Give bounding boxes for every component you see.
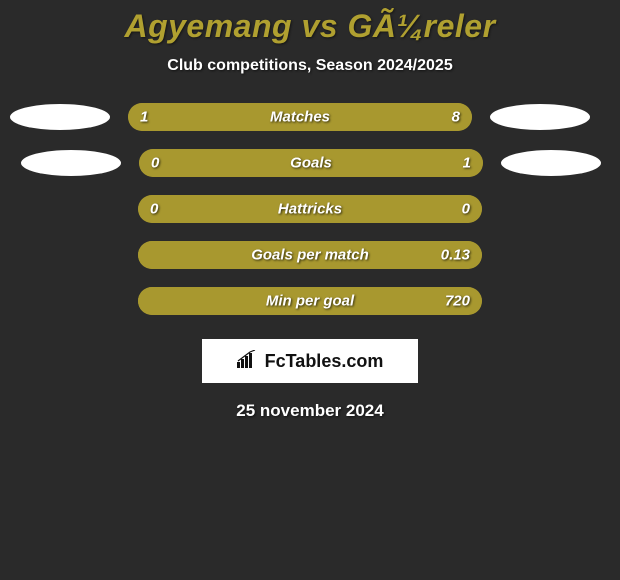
stat-value-right: 0.13: [441, 247, 470, 264]
stat-bar: 0 Goals 1: [139, 149, 483, 177]
player-badge-left: [21, 150, 121, 176]
stat-row: Min per goal 720: [0, 287, 620, 315]
spacer: [20, 196, 120, 222]
stat-value-right: 1: [463, 155, 471, 172]
stat-value-left: 0: [150, 201, 158, 218]
stat-value-right: 720: [445, 293, 470, 310]
stat-rows: 1 Matches 8 0 Goals 1 0 Hattricks 0 Goals per mat…: [0, 103, 620, 315]
stat-row: 0 Hattricks 0: [0, 195, 620, 223]
spacer: [500, 242, 600, 268]
date-line: 25 november 2024: [0, 401, 620, 421]
bar-fill-left: [128, 103, 186, 131]
stat-bar: 0 Hattricks 0: [138, 195, 482, 223]
stat-row: 0 Goals 1: [0, 149, 620, 177]
logo-chart-icon: [237, 350, 259, 373]
logo-box: FcTables.com: [202, 339, 418, 383]
stat-bar: 1 Matches 8: [128, 103, 472, 131]
stat-bar: Goals per match 0.13: [138, 241, 482, 269]
spacer: [500, 196, 600, 222]
player-badge-left: [10, 104, 110, 130]
player-badge-right: [501, 150, 601, 176]
stat-value-left: 1: [140, 109, 148, 126]
stat-value-right: 0: [462, 201, 470, 218]
logo-text: FcTables.com: [265, 351, 384, 372]
logo: FcTables.com: [237, 350, 384, 373]
comparison-infographic: Agyemang vs GÃ¼reler Club competitions, …: [0, 0, 620, 421]
stat-value-left: 0: [151, 155, 159, 172]
player-badge-right: [490, 104, 590, 130]
page-title: Agyemang vs GÃ¼reler: [0, 8, 620, 45]
stat-label: Matches: [270, 109, 330, 126]
spacer: [500, 288, 600, 314]
page-subtitle: Club competitions, Season 2024/2025: [0, 57, 620, 75]
stat-bar: Min per goal 720: [138, 287, 482, 315]
stat-value-right: 8: [452, 109, 460, 126]
stat-row: 1 Matches 8: [0, 103, 620, 131]
stat-label: Goals: [290, 155, 332, 172]
stat-label: Min per goal: [266, 293, 354, 310]
spacer: [20, 288, 120, 314]
stat-label: Hattricks: [278, 201, 342, 218]
stat-label: Goals per match: [251, 247, 369, 264]
spacer: [20, 242, 120, 268]
stat-row: Goals per match 0.13: [0, 241, 620, 269]
